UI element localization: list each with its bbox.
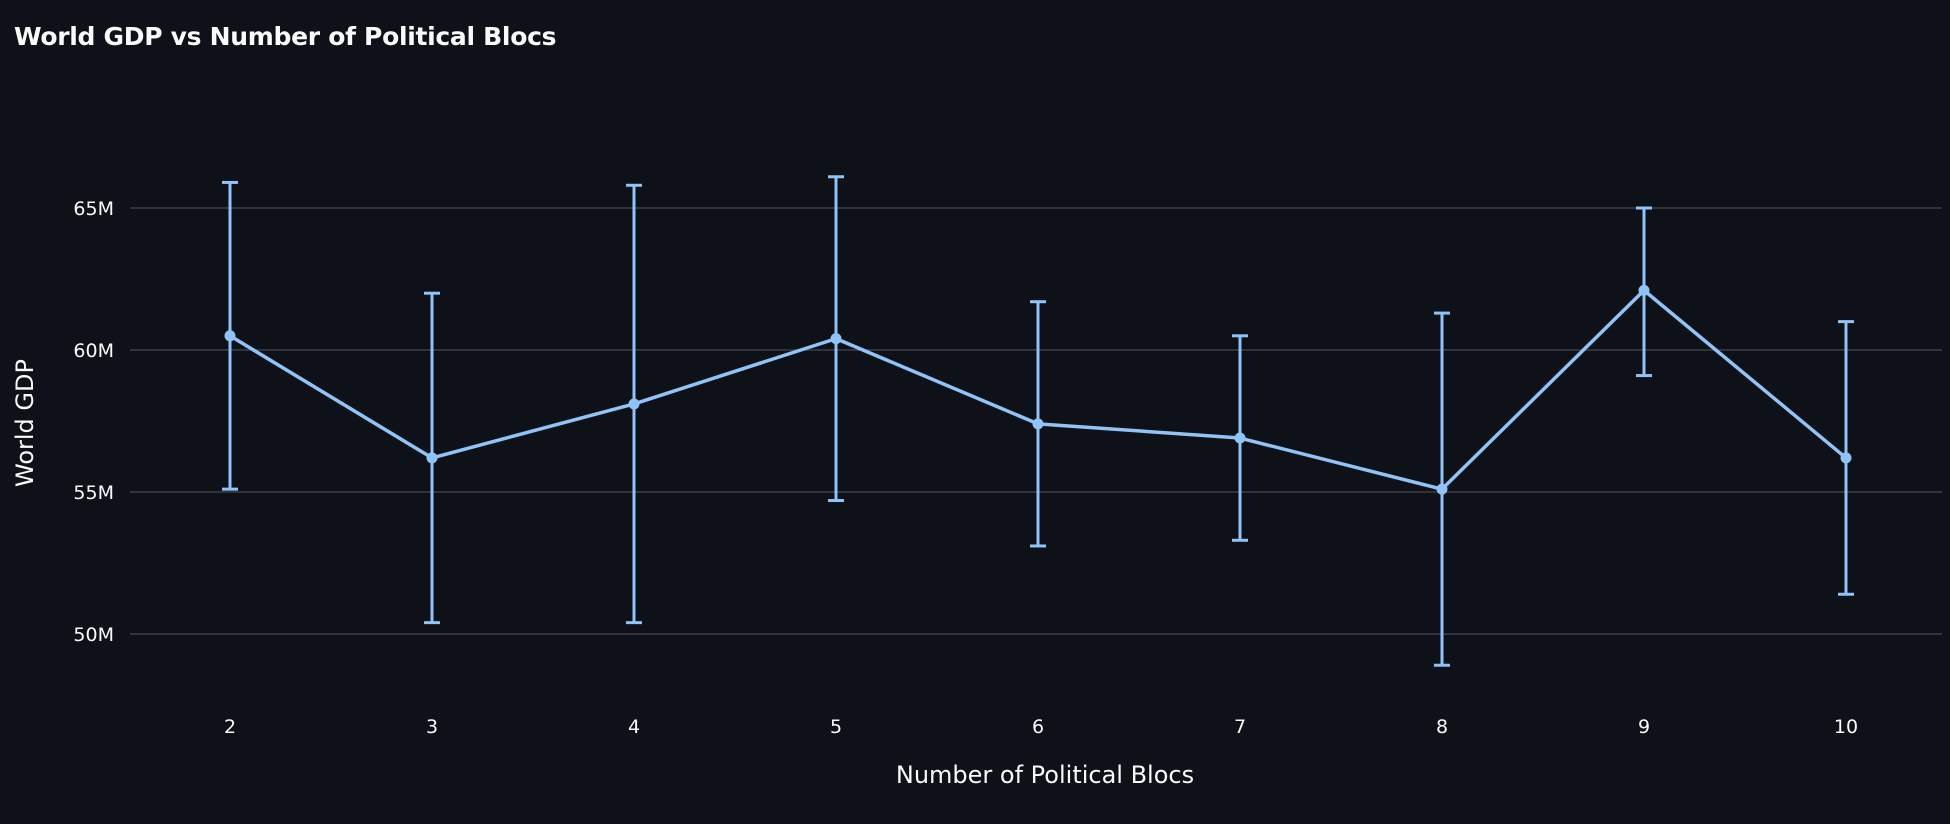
x-tick-label: 8 [1436, 716, 1448, 738]
x-tick-label: 7 [1234, 716, 1246, 738]
y-axis-title: World GDP [11, 359, 39, 487]
y-tick-label: 65M [73, 198, 114, 220]
x-tick-label: 10 [1834, 716, 1858, 738]
data-points [224, 284, 1852, 495]
x-tick-label: 3 [426, 716, 438, 738]
data-point [1032, 418, 1044, 430]
x-axis-title: Number of Political Blocs [896, 761, 1194, 789]
data-point [1436, 483, 1448, 495]
x-tick-label: 6 [1032, 716, 1044, 738]
x-axis-ticks: 2 3 4 5 6 7 8 9 10 [224, 716, 1858, 738]
data-point [830, 333, 842, 345]
x-tick-label: 9 [1638, 716, 1650, 738]
data-point [224, 330, 236, 342]
data-point [1840, 452, 1852, 464]
chart-title: World GDP vs Number of Political Blocs [14, 22, 557, 51]
data-point [1234, 432, 1246, 444]
y-tick-label: 55M [73, 482, 114, 504]
data-point [426, 452, 438, 464]
x-tick-label: 2 [224, 716, 236, 738]
x-tick-label: 5 [830, 716, 842, 738]
y-tick-label: 60M [73, 340, 114, 362]
y-tick-label: 50M [73, 624, 114, 646]
y-axis-ticks: 50M 55M 60M 65M [73, 198, 114, 646]
data-point [1638, 284, 1650, 296]
data-point [628, 398, 640, 410]
x-tick-label: 4 [628, 716, 640, 738]
